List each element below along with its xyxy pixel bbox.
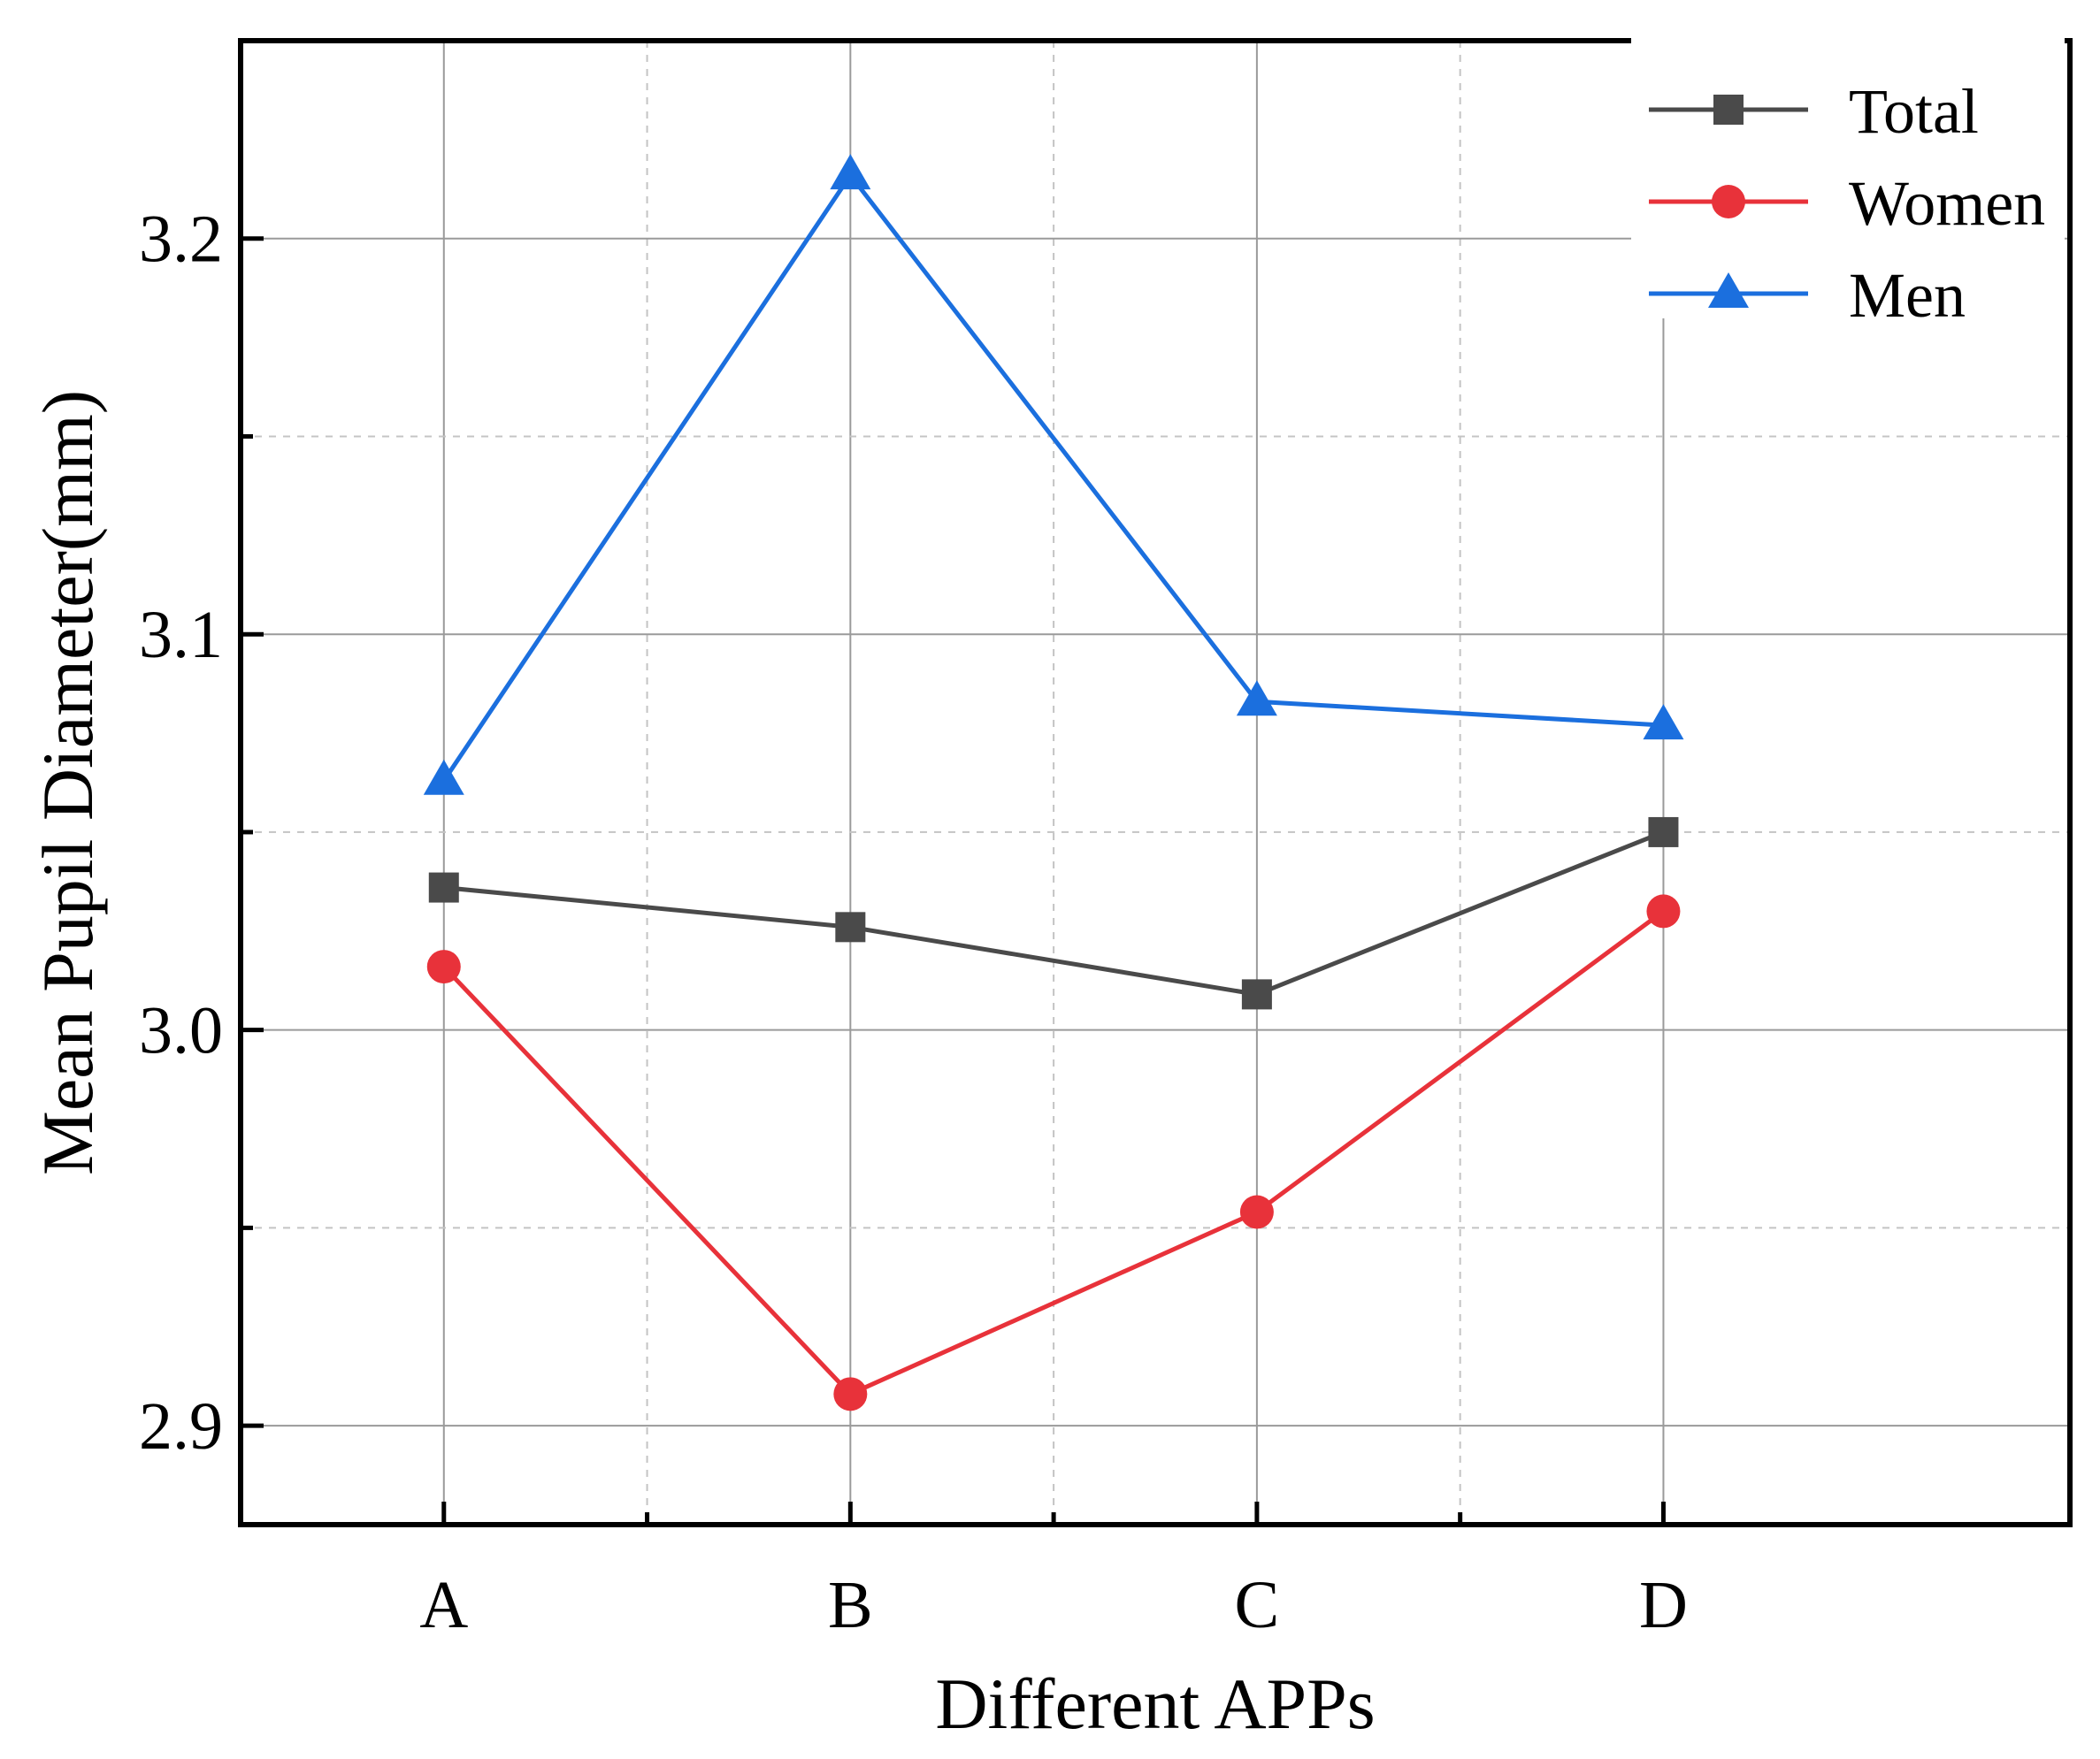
legend-item-women: Women	[1649, 168, 2045, 239]
legend-label-total: Total	[1849, 76, 1979, 147]
x-tick-label: C	[1235, 1568, 1280, 1642]
legend-item-total: Total	[1649, 76, 1979, 147]
x-tick-label: B	[828, 1568, 873, 1642]
x-axis-title: Different APPs	[935, 1663, 1375, 1744]
data-point-men	[423, 759, 464, 795]
data-point-total	[1241, 979, 1272, 1010]
data-point-men	[1236, 680, 1277, 716]
legend-marker-total	[1713, 95, 1744, 125]
data-point-women	[1646, 894, 1681, 929]
series-men	[423, 154, 1684, 795]
data-point-total	[428, 872, 459, 903]
series-women	[426, 894, 1681, 1411]
x-tick-label: D	[1639, 1568, 1688, 1642]
series-line-women	[441, 909, 1665, 1397]
data-point-men	[1643, 704, 1684, 740]
plot-frame	[238, 38, 2073, 1527]
y-tick-label: 2.9	[139, 1389, 223, 1464]
ticks: A B C D 2.9 3.0 3.1 3.2	[139, 203, 1688, 1642]
x-tick-label: A	[419, 1568, 468, 1642]
data-point-women	[833, 1377, 868, 1411]
data-point-women	[426, 950, 461, 984]
data-point-men	[830, 154, 871, 190]
data-point-total	[1648, 816, 1679, 847]
legend-background	[1631, 25, 2065, 318]
legend-marker-women	[1712, 185, 1745, 218]
series-layer	[423, 154, 1684, 1411]
legend-marker-men	[1708, 272, 1749, 308]
y-tick-label: 3.0	[139, 994, 223, 1068]
legend: Total Women Men	[1631, 25, 2065, 331]
series-line-men	[441, 171, 1664, 783]
y-tick-label: 3.1	[139, 598, 223, 672]
y-axis-title: Mean Pupil Diameter(mm)	[27, 390, 108, 1175]
series-total	[428, 816, 1679, 1010]
series-line-total	[443, 830, 1665, 997]
data-point-total	[835, 912, 866, 943]
y-tick-label: 3.2	[139, 203, 223, 277]
data-point-women	[1239, 1195, 1274, 1229]
legend-label-men: Men	[1849, 260, 1966, 331]
legend-item-men: Men	[1649, 260, 1966, 331]
legend-label-women: Women	[1849, 168, 2045, 239]
